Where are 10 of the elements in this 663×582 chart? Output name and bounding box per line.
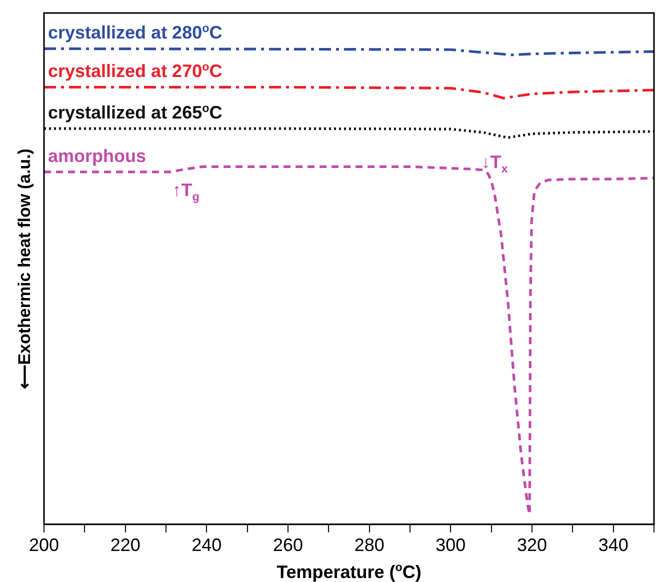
x-tick-label: 280 xyxy=(354,535,384,556)
x-tick-label: 200 xyxy=(28,535,60,556)
x-tick-label: 300 xyxy=(436,535,466,556)
x-tick-label: 260 xyxy=(272,535,304,556)
x-tick-label: 320 xyxy=(516,535,548,556)
y-axis-title: ⟵Exothermic heat flow (a.u.) xyxy=(15,148,34,389)
x-tick-label: 220 xyxy=(110,535,140,556)
series-label: amorphous xyxy=(48,146,146,166)
x-tick-label: 340 xyxy=(598,535,628,556)
x-tick-label: 240 xyxy=(192,535,222,556)
